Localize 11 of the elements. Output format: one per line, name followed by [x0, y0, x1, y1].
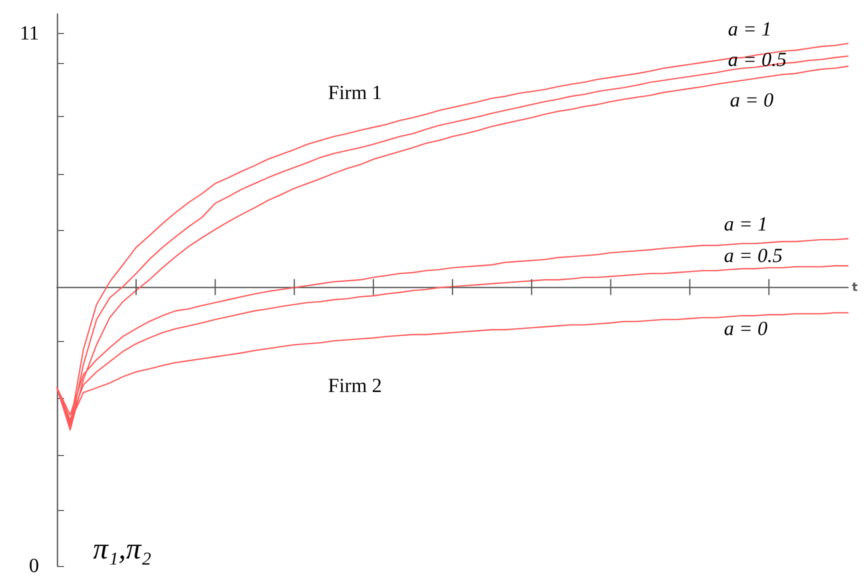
series-label: a = 1 [724, 214, 768, 236]
annotation: Firm 1 [328, 82, 382, 104]
y-tick-label: 0 [29, 555, 39, 577]
series-label: a = 0.5 [724, 244, 782, 267]
annotation: Firm 2 [328, 375, 382, 397]
x-axis-title: t [852, 280, 858, 294]
series-label: a = 0 [724, 318, 768, 340]
series-label: a = 1 [728, 18, 772, 41]
y-tick-label: 11 [20, 22, 39, 44]
series-label: a = 0 [730, 89, 774, 112]
y-axis-title: π₁,π₂ [93, 532, 152, 566]
